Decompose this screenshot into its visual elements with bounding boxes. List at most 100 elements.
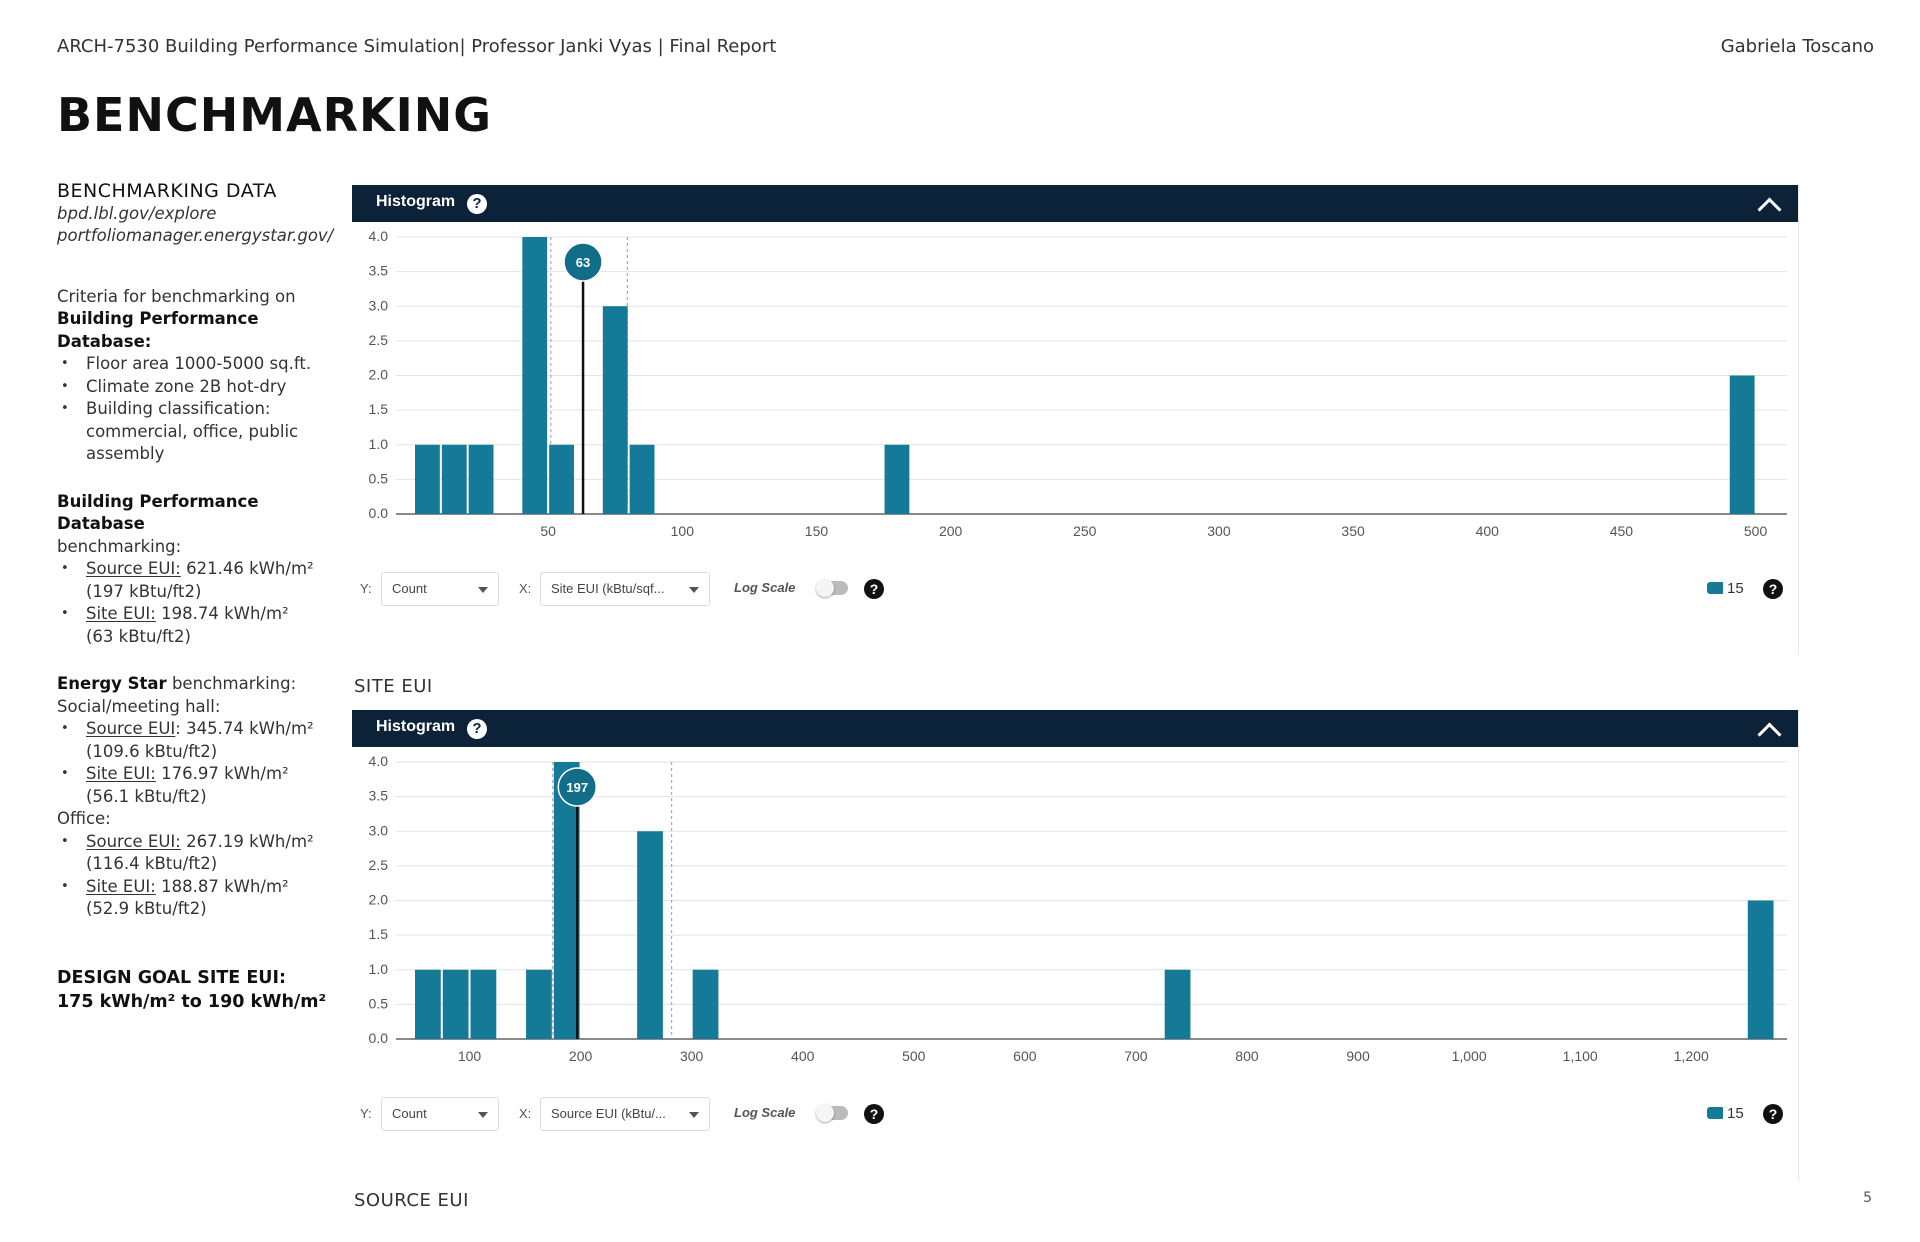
list-item: Source EUI: 345.74 kWh/m² (109.6 kBtu/ft2… — [61, 718, 327, 763]
y-tick-label: 1.5 — [369, 401, 389, 417]
x-axis-select[interactable]: X: Site EUI (kBtu/sqf... — [519, 572, 710, 606]
x-tick-label: 1,000 — [1452, 1048, 1487, 1064]
office-label: Office: — [57, 809, 111, 828]
source-eui-sub: (109.6 kBtu/ft2) — [86, 741, 218, 761]
x-tick-label: 300 — [1207, 523, 1231, 539]
dropdown-caret-icon — [478, 1112, 488, 1118]
marker-label: 197 — [566, 780, 588, 795]
x-tick-label: 150 — [805, 523, 829, 539]
x-axis-select[interactable]: X: Source EUI (kBtu/... — [519, 1097, 710, 1131]
list-item: Floor area 1000-5000 sq.ft. — [61, 353, 327, 376]
panel-header: Histogram ? — [352, 185, 1798, 222]
social-hall-label: Social/meeting hall: — [57, 696, 221, 716]
source-eui-histogram-panel: Histogram ? 0.0 0.5 1.0 1.5 2.0 2.5 3.0 3.5 4.0 1… — [352, 710, 1799, 1180]
list-item: Site EUI: 198.74 kWh/m² (63 kBtu/ft2) — [61, 603, 327, 648]
site-eui-caption: SITE EUI — [354, 676, 433, 697]
histogram-bar — [637, 831, 663, 1039]
y-tick-label: 0.0 — [369, 505, 389, 521]
marker-bubble — [557, 767, 598, 807]
source-eui-value: 267.19 kWh/m² — [180, 831, 314, 851]
y-value: Count — [392, 1106, 427, 1121]
y-label: Y: — [360, 581, 372, 596]
bpd-list: Source EUI: 621.46 kWh/m²(197 kBtu/ft2) … — [57, 558, 327, 648]
sidebar: BENCHMARKING DATA bpd.lbl.gov/explore po… — [57, 180, 334, 1014]
histogram-bar — [553, 762, 580, 1039]
y-tick-label: 3.5 — [369, 263, 389, 279]
chart-controls: Y: Count X: Source EUI (kBtu/... Log Sca… — [352, 1090, 1798, 1136]
histogram-bar — [522, 237, 548, 514]
list-item: Site EUI: 188.87 kWh/m² (52.9 kBtu/ft2) — [61, 876, 327, 921]
source-eui-histogram: 0.0 0.5 1.0 1.5 2.0 2.5 3.0 3.5 4.0 100 200 300 400 5… — [369, 753, 1787, 1064]
bins-value[interactable]: 15 — [1727, 1105, 1744, 1122]
source-eui-label: Source EUI — [86, 719, 176, 738]
source-eui-sub: (197 kBtu/ft2) — [86, 581, 202, 601]
help-icon[interactable]: ? — [864, 1104, 884, 1124]
source-eui-value: 621.46 kWh/m² — [180, 559, 314, 578]
bins-icon — [1707, 1107, 1723, 1119]
help-icon[interactable]: ? — [1763, 1104, 1783, 1124]
help-icon[interactable]: ? — [864, 579, 884, 599]
x-tick-label: 200 — [939, 523, 963, 539]
y-label: Y: — [360, 1106, 372, 1121]
dropdown-caret-icon — [478, 587, 488, 593]
histogram-bar — [1729, 375, 1755, 514]
help-icon[interactable]: ? — [467, 719, 487, 739]
x-tick-label: 350 — [1341, 523, 1365, 539]
bins-value[interactable]: 15 — [1727, 580, 1744, 597]
list-item: Climate zone 2B hot-dry — [61, 376, 327, 399]
y-tick-label: 0.5 — [369, 470, 389, 486]
histogram-bar — [629, 444, 655, 514]
criteria-db: Building Performance Database: — [57, 309, 259, 351]
marker-bubble — [563, 242, 603, 282]
marker-label: 63 — [576, 255, 590, 270]
x-tick-label: 500 — [902, 1048, 926, 1064]
bpd-link[interactable]: bpd.lbl.gov/explore — [57, 203, 217, 223]
y-tick-label: 3.0 — [369, 822, 389, 838]
design-goal-value: 175 kWh/m² to 190 kWh/m² — [57, 991, 327, 1012]
x-tick-label: 500 — [1744, 523, 1768, 539]
histogram-bar — [1747, 900, 1774, 1039]
site-eui-value: 176.97 kWh/m² — [155, 764, 289, 783]
y-axis-select[interactable]: Y: Count — [360, 1097, 499, 1131]
bins-icon — [1707, 582, 1723, 594]
collapse-chevron-icon[interactable] — [1757, 197, 1782, 222]
site-eui-label: Site EUI: — [86, 604, 156, 623]
y-tick-label: 1.0 — [369, 436, 389, 452]
energystar-link[interactable]: portfoliomanager.energystar.gov/ — [57, 226, 334, 245]
source-eui-caption: SOURCE EUI — [354, 1190, 469, 1211]
dropdown-caret-icon — [689, 587, 699, 593]
log-scale-toggle[interactable] — [816, 579, 848, 597]
x-tick-label: 450 — [1610, 523, 1634, 539]
y-axis-select[interactable]: Y: Count — [360, 572, 499, 606]
log-scale-toggle[interactable] — [816, 1104, 848, 1122]
collapse-chevron-icon[interactable] — [1757, 722, 1782, 747]
help-icon[interactable]: ? — [1763, 579, 1783, 599]
histogram-bar — [1164, 969, 1191, 1039]
site-eui-label: Site EUI: — [86, 876, 156, 896]
x-label: X: — [519, 1106, 532, 1121]
histogram-bar — [415, 444, 440, 514]
x-tick-label: 300 — [680, 1048, 704, 1064]
panel-header: Histogram ? — [352, 710, 1798, 747]
x-tick-label: 600 — [1013, 1048, 1037, 1064]
site-eui-sub: (63 kBtu/ft2) — [86, 626, 191, 646]
list-item: Source EUI: 621.46 kWh/m² (197 kBtu/ft2) — [61, 558, 327, 603]
criteria-list: Floor area 1000-5000 sq.ft. Climate zone… — [57, 353, 327, 466]
site-eui-value: 198.74 kWh/m² — [155, 604, 289, 623]
energystar-rest: benchmarking: — [166, 674, 297, 693]
x-tick-label: 1,200 — [1674, 1048, 1709, 1064]
sidebar-heading: BENCHMARKING DATA — [57, 180, 277, 202]
y-value: Count — [392, 581, 427, 596]
source-eui-label: Source EUI: — [86, 559, 181, 578]
log-scale-label: Log Scale — [734, 1105, 796, 1120]
histogram-bar — [884, 444, 910, 514]
y-tick-label: 0.5 — [369, 995, 389, 1011]
histogram-bar — [526, 969, 552, 1039]
dropdown-caret-icon — [689, 1112, 699, 1118]
help-icon[interactable]: ? — [467, 194, 487, 214]
x-tick-label: 800 — [1235, 1048, 1259, 1064]
list-item: Building classification: commercial, off… — [61, 398, 327, 466]
histogram-bar — [441, 444, 467, 514]
histogram-bar — [602, 306, 628, 514]
x-value: Source EUI (kBtu/... — [551, 1106, 666, 1121]
